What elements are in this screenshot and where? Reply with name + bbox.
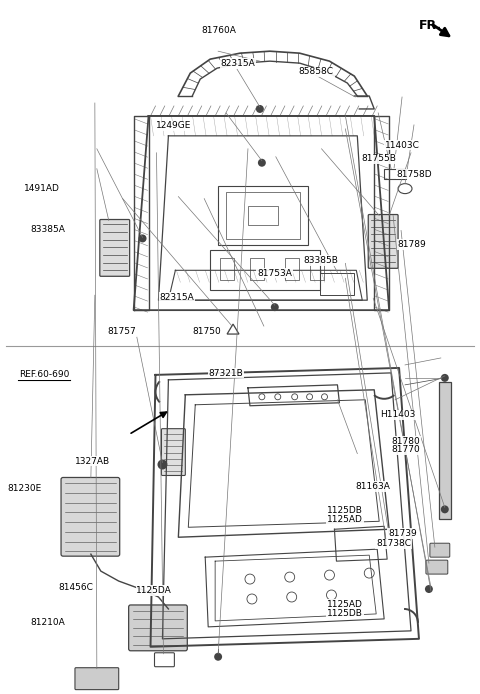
Text: 1249GE: 1249GE [156,121,191,130]
Bar [285,258,299,280]
Circle shape [441,374,449,382]
Bar [220,258,234,280]
Circle shape [441,505,449,514]
Text: 81750: 81750 [192,328,221,337]
Circle shape [425,585,433,593]
Text: 1491AD: 1491AD [24,183,60,192]
FancyBboxPatch shape [368,214,398,269]
Text: 85858C: 85858C [299,67,334,76]
Text: 81230E: 81230E [7,484,41,493]
Bar [439,382,451,519]
FancyBboxPatch shape [129,605,187,651]
Text: 81789: 81789 [397,240,426,249]
FancyBboxPatch shape [61,477,120,556]
Text: 81210A: 81210A [31,618,66,627]
Text: 81738C: 81738C [376,539,411,548]
Text: 81739: 81739 [388,529,417,538]
FancyBboxPatch shape [161,429,185,475]
Text: 1125DA: 1125DA [136,586,172,595]
FancyBboxPatch shape [100,219,130,276]
Circle shape [256,105,264,113]
FancyBboxPatch shape [75,668,119,690]
Text: 81755B: 81755B [361,155,396,164]
Bar [210,251,320,290]
Text: 83385A: 83385A [31,225,66,234]
Circle shape [157,459,168,470]
FancyBboxPatch shape [426,560,448,574]
Bar [226,192,300,239]
Text: REF.60-690: REF.60-690 [19,370,70,379]
Bar [250,258,264,280]
Bar [248,205,278,226]
Text: 82315A: 82315A [220,59,255,68]
Text: 1125DB: 1125DB [327,507,363,516]
Text: FR.: FR. [419,19,442,33]
Text: 81163A: 81163A [355,482,390,491]
FancyBboxPatch shape [430,543,450,557]
Text: 81758D: 81758D [396,170,432,178]
Text: H11403: H11403 [380,410,415,419]
Text: 81780: 81780 [392,437,420,446]
Text: 81770: 81770 [392,446,420,455]
Bar [320,273,354,295]
Text: 1327AB: 1327AB [74,457,109,466]
Text: 81757: 81757 [108,328,136,337]
Text: 81456C: 81456C [58,583,93,592]
Text: 1125DB: 1125DB [327,609,363,618]
Circle shape [258,159,266,167]
Text: 82315A: 82315A [160,293,194,302]
Text: 81760A: 81760A [201,26,236,35]
Text: 83385B: 83385B [304,256,338,265]
Bar [218,186,308,246]
Text: 81753A: 81753A [257,269,292,278]
Circle shape [139,235,146,242]
Text: 1125AD: 1125AD [327,600,363,609]
Text: 87321B: 87321B [208,369,243,378]
Text: 11403C: 11403C [385,141,420,150]
Circle shape [214,653,222,661]
Bar [310,258,324,280]
Circle shape [271,303,279,311]
Bar [384,169,406,178]
Text: 1125AD: 1125AD [327,515,363,523]
